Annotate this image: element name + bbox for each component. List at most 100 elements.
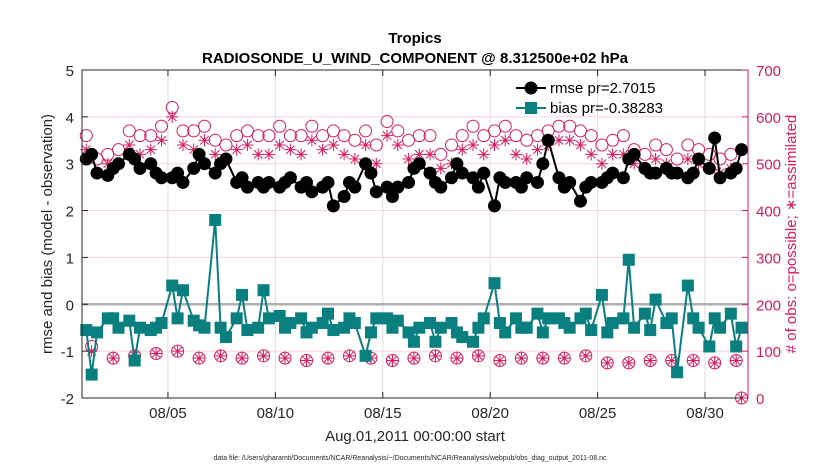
bias-marker (595, 288, 608, 301)
y-right-tick-label: 100 (756, 344, 781, 361)
obs-possible-marker (283, 129, 297, 143)
bias-marker (542, 312, 555, 325)
chart-subtitle: RADIOSONDE_U_WIND_COMPONENT @ 8.312500e+… (202, 50, 629, 67)
obs-possible-marker (359, 124, 373, 138)
obs-possible-marker (305, 119, 319, 133)
obs-assimilated-marker (150, 347, 163, 360)
rmse-marker (85, 147, 99, 161)
obs-assimilated-marker (187, 143, 200, 156)
bias-marker (724, 307, 737, 320)
rmse-marker (649, 166, 663, 180)
obs-assimilated-marker (563, 134, 576, 147)
obs-assimilated-marker (509, 148, 522, 161)
obs-assimilated-marker (708, 356, 721, 369)
obs-assimilated-marker (493, 354, 506, 367)
rmse-marker (735, 143, 749, 157)
obs-assimilated-marker (214, 349, 227, 362)
obs-assimilated-marker (649, 153, 662, 166)
x-tick-label: 08/30 (686, 405, 724, 422)
obs-assimilated-marker (327, 138, 340, 151)
grid (82, 70, 748, 398)
rmse-marker (326, 199, 340, 213)
obs-possible-marker (262, 129, 276, 143)
bias-marker (209, 213, 222, 226)
obs-assimilated-marker (338, 148, 351, 161)
bias-marker (445, 317, 458, 330)
obs-assimilated-marker (123, 138, 136, 151)
rmse-marker (337, 190, 351, 204)
x-tick-label: 08/20 (471, 405, 509, 422)
rmse-marker (90, 166, 104, 180)
obs-assimilated-marker (628, 157, 641, 170)
y-tick-label: -1 (61, 344, 74, 361)
rmse-marker (369, 185, 383, 199)
rmse-marker (154, 171, 168, 185)
obs-possible-marker (573, 124, 587, 138)
obs-possible-marker (348, 133, 362, 147)
obs-possible-marker (455, 129, 469, 143)
obs-possible-marker (391, 124, 405, 138)
obs-assimilated-marker (273, 138, 286, 151)
obs-possible-marker (154, 119, 168, 133)
obs-possible-marker (402, 133, 416, 147)
y-tick-label: 3 (66, 157, 74, 174)
obs-possible-marker (187, 124, 201, 138)
rmse-marker (434, 180, 448, 194)
bias-marker (176, 284, 189, 297)
obs-possible-marker (176, 124, 190, 138)
y-tick-label: 4 (66, 110, 74, 127)
rmse-marker (584, 175, 598, 189)
bias-marker (536, 326, 549, 339)
rmse-marker (240, 180, 254, 194)
obs-possible-marker (434, 147, 448, 161)
rmse-marker (262, 175, 276, 189)
obs-assimilated-marker (300, 354, 313, 367)
obs-possible-marker (369, 138, 383, 152)
obs-assimilated-marker (262, 148, 275, 161)
rmse-marker (477, 166, 491, 180)
bias-marker (472, 321, 485, 334)
y-tick-label: 0 (66, 297, 74, 314)
bias-marker (166, 279, 179, 292)
obs-assimilated-marker (386, 354, 399, 367)
bias-marker (563, 321, 576, 334)
bias-marker (198, 321, 211, 334)
rmse-marker (708, 131, 722, 145)
bias-marker (601, 326, 614, 339)
obs-possible-marker (530, 129, 544, 143)
chart-title: Tropics (388, 30, 441, 47)
rmse-marker (692, 152, 706, 166)
obs-assimilated-marker (101, 157, 114, 170)
obs-possible-marker (380, 115, 394, 129)
bias-marker (579, 307, 592, 320)
obs-assimilated-marker (80, 143, 93, 156)
bias-marker (284, 317, 297, 330)
obs-assimilated-marker (622, 356, 635, 369)
obs-assimilated-marker (370, 157, 383, 170)
bias-marker (622, 253, 635, 266)
y-tick-label: 2 (66, 204, 74, 221)
obs-possible-marker (713, 152, 727, 166)
bias-marker (381, 312, 394, 325)
obs-assimilated-marker (595, 157, 608, 170)
obs-assimilated-marker (552, 134, 565, 147)
obs-assimilated-marker (284, 143, 297, 156)
obs-assimilated-marker (193, 352, 206, 365)
obs-possible-marker (606, 133, 620, 147)
rmse-marker (563, 175, 577, 189)
y-right-tick-label: 300 (756, 250, 781, 267)
rmse-marker (530, 175, 544, 189)
obs-assimilated-marker (601, 356, 614, 369)
bias-marker (295, 312, 308, 325)
bias-marker (407, 335, 420, 348)
bias-marker (305, 321, 318, 334)
obs-possible-marker (466, 119, 480, 133)
obs-possible-marker (638, 147, 652, 161)
bias-marker (735, 321, 748, 334)
obs-possible-marker (240, 124, 254, 138)
bias-marker (321, 307, 334, 320)
bias-marker (730, 340, 743, 353)
data-marks (79, 100, 749, 405)
obs-possible-marker (445, 138, 459, 152)
bias-marker (520, 321, 533, 334)
